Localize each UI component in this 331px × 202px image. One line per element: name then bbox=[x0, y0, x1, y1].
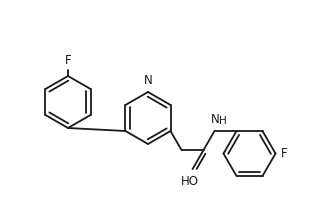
Text: N: N bbox=[211, 113, 220, 126]
Text: F: F bbox=[280, 147, 287, 160]
Text: HO: HO bbox=[180, 175, 199, 188]
Text: N: N bbox=[144, 74, 152, 87]
Text: F: F bbox=[65, 54, 71, 67]
Text: H: H bbox=[219, 116, 226, 126]
